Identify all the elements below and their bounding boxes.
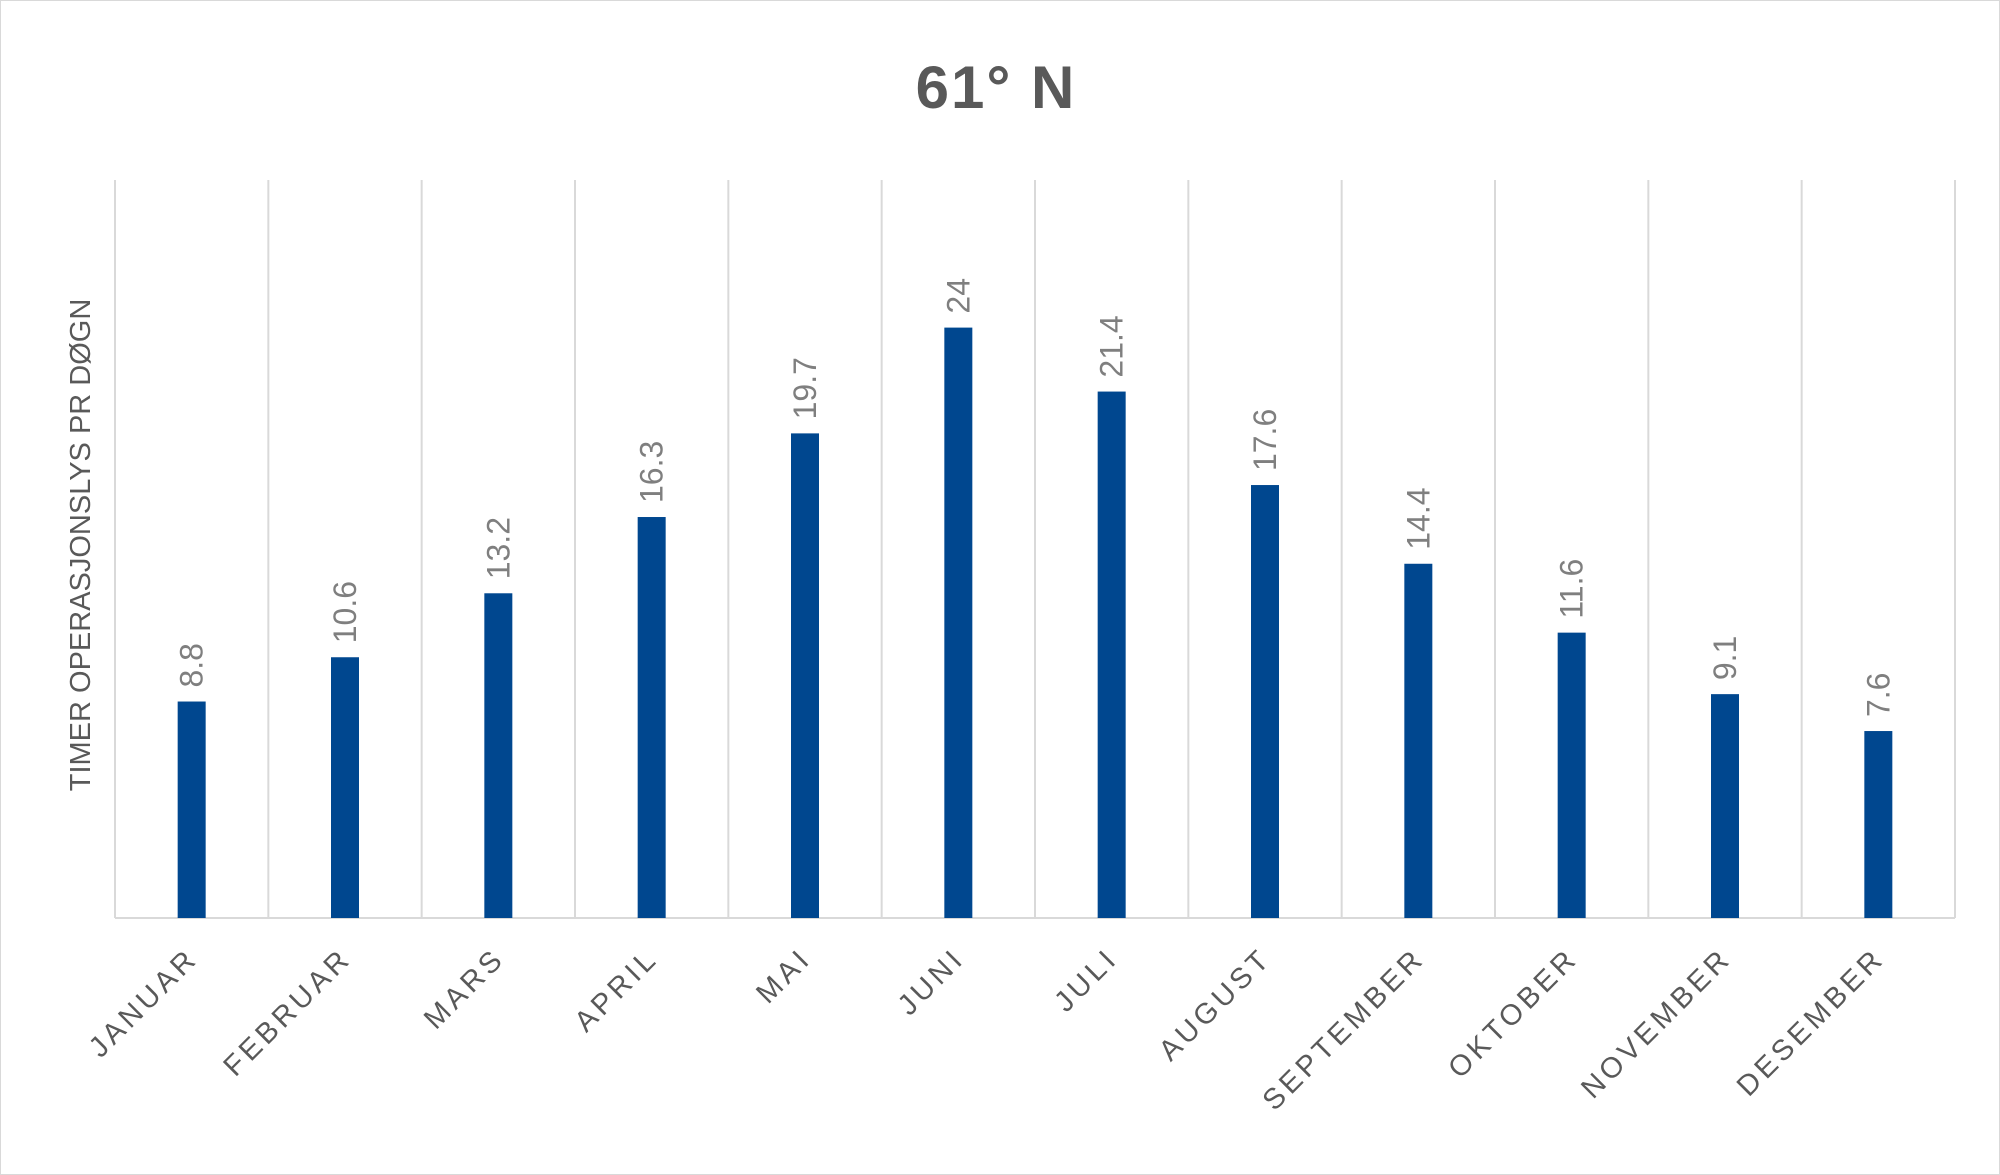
- y-axis-title: TIMER OPERASJONSLYS PR DØGN: [65, 299, 97, 792]
- data-label: 11.6: [1554, 559, 1590, 619]
- bar-august: [1251, 485, 1279, 918]
- data-label: 14.4: [1400, 487, 1436, 549]
- data-label: 19.7: [787, 357, 823, 419]
- bar-januar: [177, 701, 206, 918]
- x-tick-label: JULI: [1049, 942, 1125, 1018]
- data-label: 7.6: [1860, 673, 1896, 717]
- data-label: 10.6: [327, 581, 363, 643]
- bar-november: [1711, 694, 1739, 918]
- x-tick-label: JUNI: [892, 942, 972, 1022]
- data-label: 9.1: [1707, 636, 1743, 680]
- x-tick-label: MARS: [418, 942, 511, 1035]
- bar-mars: [484, 593, 513, 918]
- chart-title: 61° N: [916, 54, 1077, 121]
- x-tick-label: NOVEMBER: [1575, 942, 1738, 1105]
- x-tick-label: APRIL: [569, 942, 665, 1038]
- bar-juli: [1097, 391, 1126, 918]
- bar-september: [1404, 563, 1433, 918]
- bars: [177, 327, 1893, 919]
- x-tick-label: OKTOBER: [1442, 942, 1584, 1084]
- data-label: 8.8: [174, 643, 210, 687]
- data-label: 13.2: [480, 517, 516, 579]
- data-label: 16.3: [634, 441, 670, 503]
- x-tick-label: FEBRUAR: [218, 942, 358, 1082]
- data-labels: 8.8 10.6 13.2 16.3 19.7 24 21.4 17.6 14.4 11.6 9.1…: [174, 278, 1897, 717]
- bar-april: [637, 517, 666, 918]
- x-tick-label: JANUAR: [83, 942, 205, 1064]
- gridlines: [114, 180, 1956, 919]
- data-label: 21.4: [1094, 315, 1130, 377]
- x-tick-label: MAI: [750, 942, 818, 1010]
- x-tick-label: DESEMBER: [1731, 942, 1891, 1102]
- bar-februar: [331, 657, 359, 918]
- bar-juni: [944, 327, 973, 919]
- x-tick-label: SEPTEMBER: [1257, 942, 1432, 1117]
- x-tick-labels: JANUAR FEBRUAR MARS APRIL MAI JUNI JULI AUGUSTS…: [83, 942, 1891, 1117]
- bar-mai: [791, 433, 819, 918]
- data-label: 24: [940, 278, 976, 314]
- x-tick-label: AUGUST: [1153, 942, 1278, 1067]
- bar-oktober: [1557, 632, 1586, 918]
- data-label: 17.6: [1247, 409, 1283, 471]
- bar-desember: [1864, 731, 1893, 918]
